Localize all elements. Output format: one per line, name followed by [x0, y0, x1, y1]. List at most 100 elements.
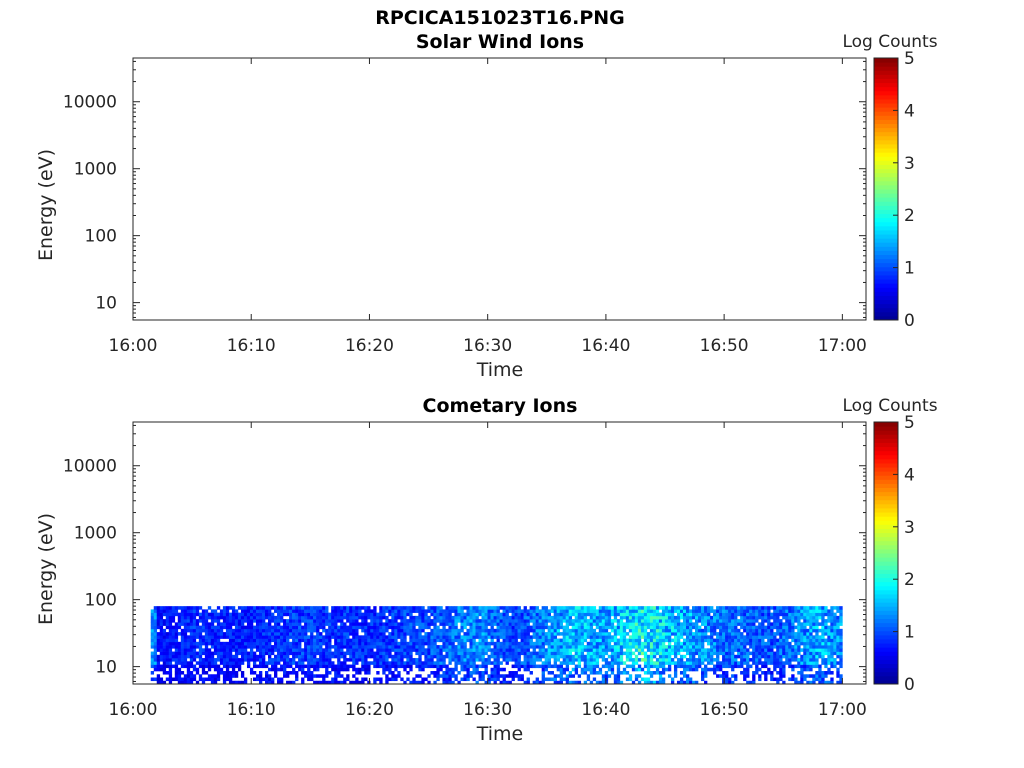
spectrogram-cell: [415, 664, 419, 669]
spectrogram-cell: [355, 648, 359, 652]
spectrogram-cell: [589, 619, 594, 623]
spectrogram-cell: [460, 661, 464, 665]
spectrogram-cell: [517, 651, 521, 656]
spectrogram-cell: [192, 612, 197, 617]
spectrogram-cell: [824, 674, 828, 678]
spectrogram-cell: [586, 609, 591, 613]
spectrogram-cell: [743, 648, 747, 652]
spectrogram-cell: [655, 667, 660, 672]
spectrogram-cell: [713, 619, 717, 623]
spectrogram-cell: [418, 641, 422, 646]
spectrogram-cell: [646, 635, 651, 639]
spectrogram-cell: [758, 606, 762, 610]
spectrogram-cell: [394, 606, 398, 610]
spectrogram-cell: [433, 625, 437, 630]
colorbar-swatch: [874, 119, 898, 124]
spectrogram-cell: [361, 667, 365, 672]
spectrogram-cell: [598, 667, 603, 672]
spectrogram-cell: [631, 641, 636, 646]
spectrogram-cell: [589, 667, 594, 672]
spectrogram-cell: [274, 645, 278, 649]
spectrogram-cell: [839, 645, 843, 649]
spectrogram-cell: [809, 625, 813, 630]
spectrogram-cell: [707, 625, 711, 630]
spectrogram-cell: [637, 664, 642, 669]
colorbar-swatch: [874, 131, 898, 137]
spectrogram-cell: [689, 645, 693, 649]
x-tick-label: 16:40: [581, 336, 630, 356]
spectrogram-cell: [466, 606, 470, 610]
spectrogram-cell: [827, 628, 831, 633]
spectrogram-cell: [310, 632, 314, 636]
spectrogram-cell: [204, 664, 209, 669]
spectrogram-cell: [529, 635, 533, 639]
spectrogram-cell: [692, 654, 696, 659]
spectrogram-cell: [565, 625, 570, 630]
spectrogram-cell: [502, 632, 506, 636]
spectrogram-cell: [475, 680, 479, 685]
spectrogram-cell: [376, 645, 380, 649]
spectrogram-cell: [240, 606, 245, 610]
spectrogram-cell: [280, 638, 284, 643]
spectrogram-cell: [277, 619, 281, 623]
spectrogram-cell: [307, 671, 311, 675]
spectrogram-cell: [340, 641, 344, 646]
spectrogram-cell: [472, 667, 476, 672]
spectrogram-cell: [770, 612, 774, 617]
colorbar-swatch: [874, 283, 898, 288]
spectrogram-cell: [535, 609, 539, 613]
spectrogram-cell: [162, 654, 167, 659]
spectrogram-cell: [337, 654, 341, 659]
spectrogram-cell: [349, 625, 353, 630]
spectrogram-cell: [701, 661, 705, 665]
spectrogram-cell: [355, 632, 359, 636]
spectrogram-cell: [526, 667, 530, 672]
spectrogram-cell: [271, 619, 275, 623]
spectrogram-cell: [707, 622, 711, 626]
spectrogram-cell: [637, 667, 642, 672]
spectrogram-cell: [283, 667, 287, 672]
colorbar-swatch: [874, 507, 898, 513]
spectrogram-cell: [580, 648, 585, 652]
spectrogram-cell: [664, 609, 669, 613]
spectrogram-cell: [836, 606, 840, 610]
spectrogram-cell: [400, 632, 404, 636]
spectrogram-cell: [613, 615, 618, 620]
spectrogram-cell: [186, 664, 191, 669]
spectrogram-cell: [162, 628, 167, 633]
spectrogram-cell: [268, 625, 272, 630]
spectrogram-cell: [710, 625, 714, 630]
colorbar-swatch: [874, 266, 898, 272]
spectrogram-cell: [484, 615, 488, 620]
spectrogram-cell: [349, 609, 353, 613]
spectrogram-cell: [415, 628, 419, 633]
spectrogram-cell: [830, 625, 834, 630]
spectrogram-cell: [701, 654, 705, 659]
spectrogram-cell: [806, 661, 810, 665]
spectrogram-cell: [394, 632, 398, 636]
spectrogram-cell: [439, 609, 443, 613]
spectrogram-cell: [174, 648, 179, 652]
spectrogram-cell: [391, 625, 395, 630]
spectrogram-cell: [812, 645, 816, 649]
spectrogram-cell: [493, 658, 497, 662]
spectrogram-cell: [556, 615, 560, 620]
spectrogram-cell: [526, 664, 530, 669]
spectrogram-cell: [580, 645, 585, 649]
spectrogram-cell: [523, 667, 527, 672]
spectrogram-cell: [707, 651, 711, 656]
spectrogram-cell: [451, 622, 455, 626]
spectrogram-cell: [364, 658, 368, 662]
spectrogram-cell: [532, 661, 536, 665]
spectrogram-cell: [553, 606, 557, 610]
spectrogram-cell: [502, 658, 506, 662]
spectrogram-cell: [725, 622, 729, 626]
spectrogram-cell: [839, 628, 843, 633]
spectrogram-cell: [472, 619, 476, 623]
spectrogram-cell: [797, 651, 801, 656]
spectrogram-cell: [228, 658, 233, 662]
spectrogram-cell: [643, 628, 648, 633]
spectrogram-cell: [815, 654, 819, 659]
spectrogram-cell: [670, 632, 675, 636]
spectrogram-cell: [406, 661, 410, 665]
